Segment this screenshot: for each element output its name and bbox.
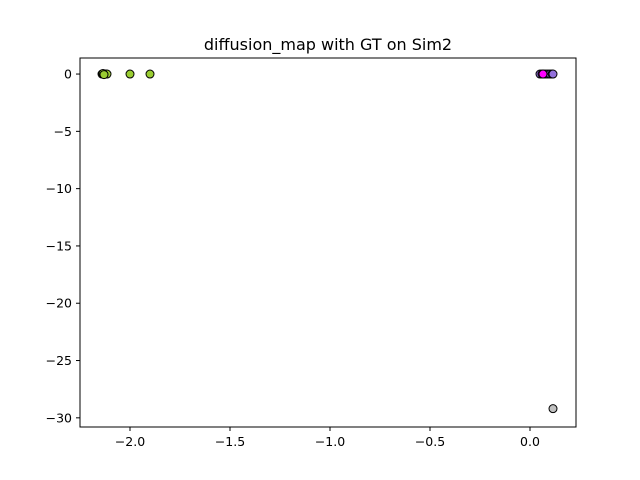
- x-tick-label: −1.5: [215, 434, 245, 449]
- y-tick-label: −10: [46, 181, 72, 196]
- chart-title: diffusion_map with GT on Sim2: [204, 35, 452, 55]
- x-tick-label: 0.0: [520, 434, 540, 449]
- y-tick-label: −30: [46, 410, 72, 425]
- x-axis: −2.0 −1.5 −1.0 −0.5 0.0: [115, 427, 540, 449]
- y-tick-label: 0: [64, 67, 72, 82]
- y-tick-label: −15: [46, 238, 72, 253]
- scatter-point: [99, 70, 109, 80]
- plot-area: −2.0 −1.5 −1.0 −0.5 0.0 0 −5 −10 −15 −20 −25 −30: [46, 57, 577, 449]
- scatter-point: [548, 404, 558, 414]
- y-axis: 0 −5 −10 −15 −20 −25 −30: [46, 67, 80, 425]
- x-tick-label: −2.0: [115, 434, 145, 449]
- scatter-point: [145, 69, 155, 79]
- x-tick-label: −0.5: [415, 434, 445, 449]
- scatter-point: [125, 69, 135, 79]
- x-tick-label: −1.0: [315, 434, 345, 449]
- scatter-point: [548, 69, 558, 79]
- axes-frame: [79, 57, 577, 428]
- y-tick-label: −25: [46, 353, 72, 368]
- y-tick-label: −5: [54, 124, 72, 139]
- scatter-point: [538, 69, 548, 79]
- y-tick-label: −20: [46, 296, 72, 311]
- scatter-points: [97, 68, 558, 414]
